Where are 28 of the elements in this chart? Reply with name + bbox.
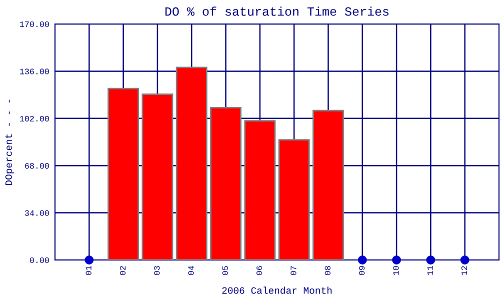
x-tick-label: 11 [427, 266, 433, 275]
y-tick-label: 170.00 [20, 21, 49, 28]
y-tick-label: 34.00 [24, 210, 49, 216]
x-tick-label: 01 [86, 266, 92, 276]
y-tick-label: 0.00 [30, 257, 49, 264]
x-tick-label: 05 [222, 266, 228, 276]
x-tick-label: 08 [324, 266, 330, 276]
bar [244, 120, 276, 260]
bar [108, 88, 140, 260]
x-tick-label: 03 [154, 266, 160, 276]
y-tick-label: 136.00 [20, 68, 49, 74]
x-tick-label: 09 [358, 266, 365, 276]
x-tick-label: 12 [461, 266, 467, 275]
x-tick-label: 10 [393, 266, 399, 275]
bar [312, 110, 344, 260]
x-tick-label: 02 [120, 266, 126, 276]
bar [210, 107, 242, 260]
x-axis-title: 2006 Calendar Month [222, 286, 332, 294]
x-tick-label: 07 [290, 266, 296, 276]
bar [278, 139, 310, 260]
y-tick-label: 102.00 [20, 116, 49, 122]
y-axis-title: DOpercent - - - [5, 100, 14, 185]
x-tick-label: 04 [188, 266, 194, 276]
chart-title: DO % of saturation Time Series [165, 6, 388, 16]
x-tick-label: 06 [256, 266, 262, 276]
bar [176, 66, 208, 260]
bar [142, 94, 174, 260]
y-tick-label: 68.00 [25, 163, 49, 169]
